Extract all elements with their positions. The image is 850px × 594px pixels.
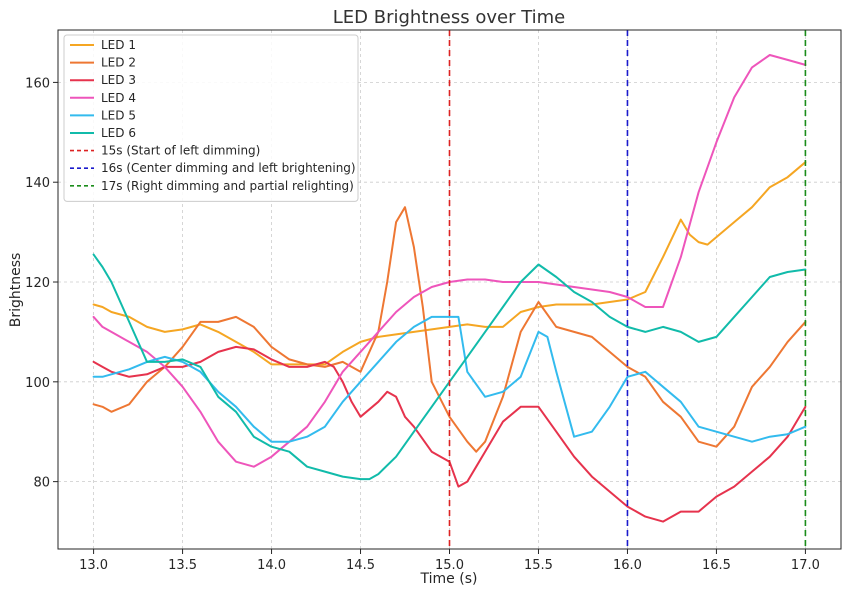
y-axis-label: Brightness (8, 253, 24, 328)
y-axis-ticks: 80 100 120 140 160 (25, 76, 58, 491)
series-line-led-3 (92, 345, 807, 523)
legend-label: LED 3 (101, 73, 136, 87)
legend-label: LED 2 (101, 56, 136, 70)
x-axis-ticks: 13.0 13.5 14.0 14.5 15.0 15.5 16.0 16.5 17.0 (79, 549, 820, 573)
legend-label: 15s (Start of left dimming) (101, 144, 260, 158)
legend-label: LED 6 (101, 126, 136, 140)
legend-label: LED 4 (101, 91, 136, 105)
y-tick-label: 100 (25, 376, 50, 391)
legend-box (63, 34, 359, 202)
series-line-led-6 (92, 253, 807, 481)
y-tick-label: 140 (25, 176, 50, 191)
series-line-led-2 (92, 206, 807, 453)
legend-label: 17s (Right dimming and partial relightin… (101, 179, 354, 193)
legend-label: LED 1 (101, 38, 136, 52)
x-tick-label: 13.5 (168, 558, 197, 573)
x-tick-label: 15.0 (435, 558, 464, 573)
x-axis-label: Time (s) (420, 571, 478, 587)
x-tick-label: 13.0 (79, 558, 108, 573)
legend: LED 1 LED 2 LED 3 LED 4 LED 5 LED 6 15s (Start… (63, 34, 359, 202)
y-tick-label: 80 (33, 476, 50, 491)
series-line-led-4 (92, 54, 807, 468)
x-tick-label: 16.0 (613, 558, 642, 573)
series-line-led-1 (92, 161, 807, 366)
x-tick-label: 14.5 (346, 558, 375, 573)
legend-label: 16s (Center dimming and left brightening… (101, 161, 356, 175)
legend-label: LED 5 (101, 108, 136, 122)
y-tick-label: 120 (25, 276, 50, 291)
series-layer (92, 54, 807, 523)
reference-lines (448, 30, 807, 549)
y-tick-label: 160 (25, 76, 50, 91)
x-tick-label: 17.0 (791, 558, 820, 573)
x-tick-label: 14.0 (257, 558, 286, 573)
chart-title: LED Brightness over Time (333, 7, 566, 28)
series-line-led-5 (92, 315, 807, 443)
x-tick-label: 16.5 (702, 558, 731, 573)
x-tick-label: 15.5 (524, 558, 553, 573)
